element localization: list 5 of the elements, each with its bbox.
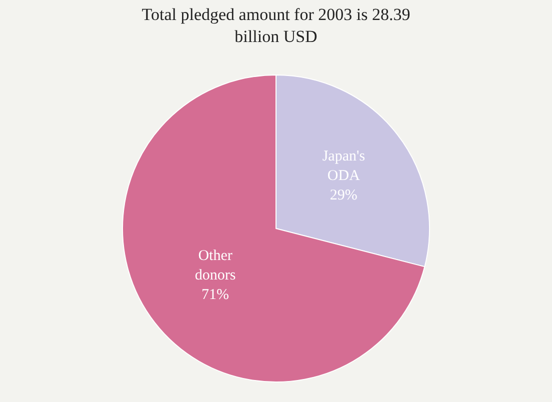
slice-label: Other donors bbox=[194, 248, 236, 284]
slice-label: Japan's ODA bbox=[322, 148, 366, 184]
data-label: 29% bbox=[330, 187, 358, 204]
data-label: 71% bbox=[202, 287, 230, 304]
chart-title: Total pledged amount for 2003 is 28.39 billion USD bbox=[142, 5, 410, 46]
